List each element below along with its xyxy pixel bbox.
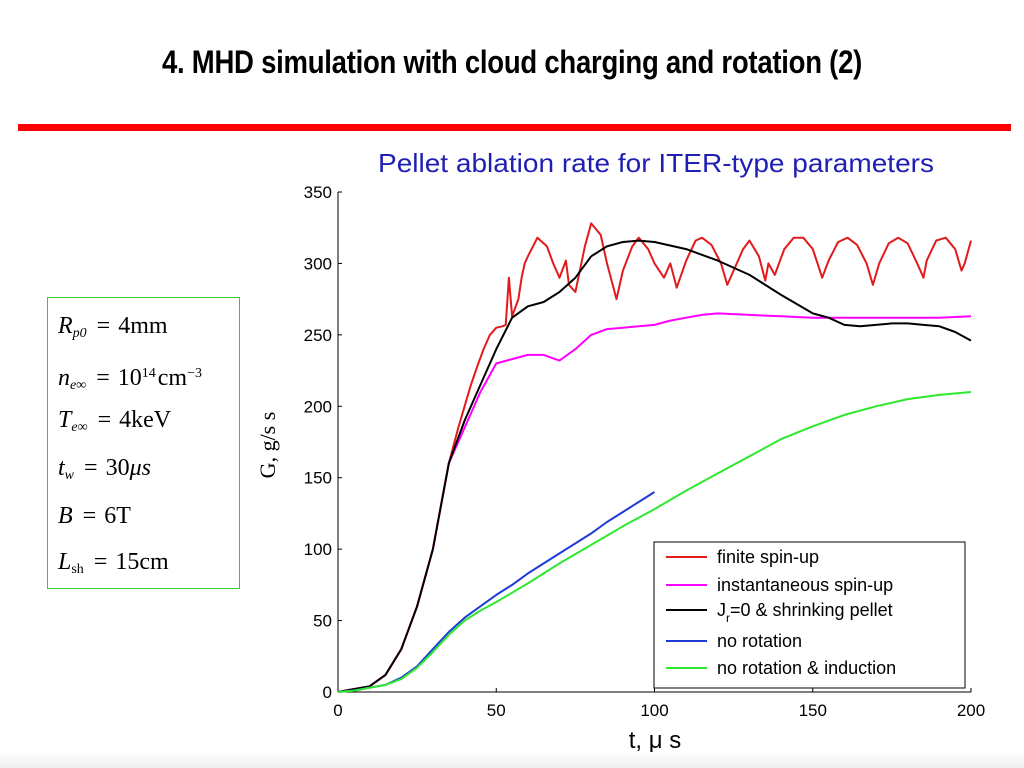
- param-magnetic-field: B = 6T: [58, 496, 131, 536]
- param-value: 30: [105, 455, 130, 481]
- param-electron-temperature: Te∞ = 4keV: [58, 400, 171, 440]
- equals-sign: =: [97, 407, 112, 433]
- param-value: 4keV: [119, 407, 172, 433]
- legend-label: finite spin-up: [717, 547, 819, 567]
- param-symbol: n: [58, 365, 70, 391]
- param-subscript: e∞: [70, 378, 87, 393]
- y-tick-label: 50: [313, 612, 332, 631]
- param-symbol: B: [58, 503, 73, 529]
- legend-label: no rotation: [717, 631, 802, 651]
- slide-title: 4. MHD simulation with cloud charging an…: [161, 44, 863, 80]
- y-tick-label: 100: [304, 540, 332, 559]
- series-line-finite-spin-up: [337, 222, 972, 693]
- param-symbol: L: [58, 549, 72, 575]
- x-tick-label: 0: [333, 701, 342, 720]
- param-unit: cm: [157, 365, 188, 391]
- param-unit-exponent: −3: [187, 366, 202, 381]
- param-symbol: t: [58, 455, 65, 481]
- legend-box: [653, 541, 966, 689]
- x-axis-label: t, μ s: [629, 727, 682, 754]
- param-value: 15cm: [115, 549, 169, 575]
- x-tick-label: 150: [799, 701, 827, 720]
- y-tick-label: 150: [304, 469, 332, 488]
- param-sheath-length: Lsh = 15cm: [58, 542, 169, 582]
- equals-sign: =: [82, 503, 97, 529]
- param-exponent: 14: [141, 366, 156, 381]
- y-tick-label: 350: [304, 183, 332, 202]
- series-line-no-rotation: [337, 491, 656, 693]
- equals-sign: =: [96, 365, 110, 391]
- y-tick-label: 0: [323, 683, 332, 702]
- param-pellet-radius: Rp0 = 4mm: [58, 306, 168, 346]
- legend-label: no rotation & induction: [717, 658, 896, 678]
- x-tick-label: 200: [957, 701, 985, 720]
- y-tick-label: 300: [304, 254, 332, 273]
- param-subscript: w: [64, 468, 75, 483]
- footer-band: [0, 752, 1024, 768]
- series-line-no-rotation-induction: [337, 391, 972, 693]
- param-wall-time: tw = 30μs: [58, 448, 151, 488]
- param-value: 10: [117, 365, 142, 391]
- x-tick-label: 100: [640, 701, 668, 720]
- param-symbol: R: [58, 313, 73, 339]
- param-electron-density: ne∞ = 1014cm−3: [58, 354, 202, 394]
- x-tick-label: 50: [487, 701, 506, 720]
- legend-label: instantaneous spin-up: [717, 575, 893, 595]
- equals-sign: =: [84, 455, 98, 481]
- equals-sign: =: [96, 313, 111, 339]
- param-subscript: p0: [72, 326, 87, 341]
- chart-title: Pellet ablation rate for ITER-type param…: [378, 148, 934, 178]
- title-divider: [18, 124, 1011, 131]
- y-axis-label: G, g/s s: [255, 412, 280, 479]
- y-tick-label: 200: [304, 397, 332, 416]
- param-unit: μs: [129, 455, 151, 481]
- param-subscript: sh: [71, 562, 84, 577]
- param-subscript: e∞: [71, 420, 88, 435]
- equals-sign: =: [93, 549, 108, 575]
- param-value: 4mm: [118, 313, 168, 339]
- param-symbol: T: [58, 407, 72, 433]
- param-value: 6T: [104, 503, 131, 529]
- series-line-j-r-0-shrinking-pellet: [337, 239, 972, 693]
- parameters-box: Rp0 = 4mm ne∞ = 1014cm−3 Te∞ = 4keV tw = 30μs B =…: [47, 297, 240, 589]
- y-tick-label: 250: [304, 326, 332, 345]
